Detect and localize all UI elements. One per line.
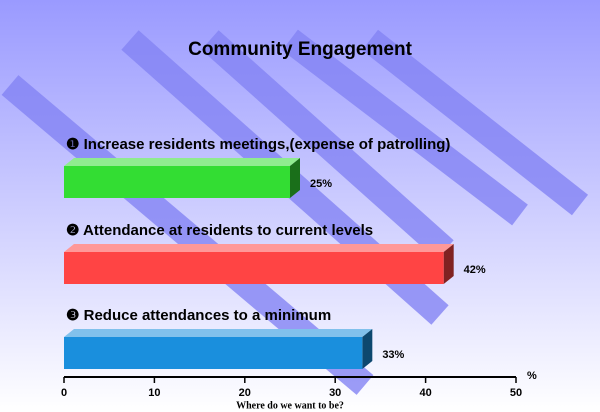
x-tick-label: 20 xyxy=(239,387,251,399)
bar-side xyxy=(443,244,454,284)
category-label: ❷ Attendance at residents to current lev… xyxy=(66,222,373,239)
value-label: 42% xyxy=(464,264,486,276)
bar-side xyxy=(290,158,300,198)
category-label: ❸ Reduce attendances to a minimum xyxy=(66,307,331,324)
bar-top xyxy=(64,329,373,337)
value-label: 25% xyxy=(310,178,332,190)
x-tick-label: 30 xyxy=(329,387,341,399)
bar-side xyxy=(362,329,373,369)
bar xyxy=(64,166,290,198)
chart-title: Community Engagement xyxy=(188,39,412,60)
x-unit: % xyxy=(527,370,537,382)
bar xyxy=(64,337,363,369)
x-axis-label: Where do we want to be? xyxy=(236,400,344,411)
x-tick-label: 50 xyxy=(510,387,522,399)
value-label: 33% xyxy=(382,349,404,361)
x-tick-label: 40 xyxy=(419,387,431,399)
x-tick-label: 0 xyxy=(61,387,67,399)
bar-top xyxy=(64,244,454,252)
x-tick-label: 10 xyxy=(148,387,160,399)
category-label: ❶ Increase residents meetings,(expense o… xyxy=(66,136,450,153)
bar xyxy=(64,252,444,284)
bar-top xyxy=(64,158,300,166)
